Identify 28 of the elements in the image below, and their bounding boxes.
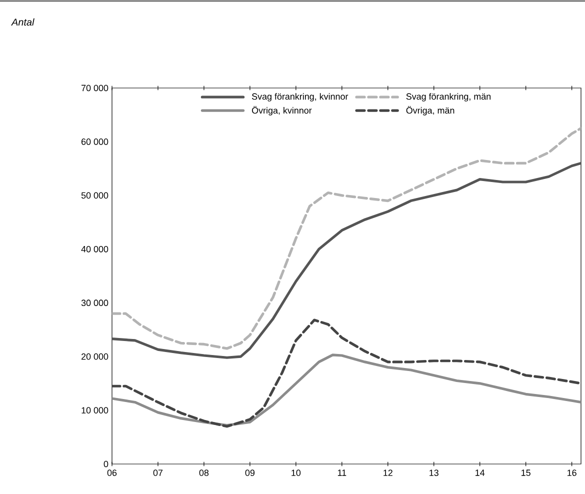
x-tick-label: 09	[245, 470, 255, 476]
y-tick-label: 40 000	[81, 246, 108, 252]
legend-label: Övriga, kvinnor	[252, 106, 312, 116]
x-tick-label: 13	[430, 470, 438, 476]
line-series	[112, 162, 582, 359]
line-series	[112, 318, 582, 428]
line-series	[112, 126, 582, 350]
x-tick-label: 07	[153, 470, 163, 476]
legend-label: Övriga, män	[406, 106, 454, 116]
y-tick-label: 0	[104, 460, 108, 468]
line-series	[112, 354, 582, 427]
x-tick-label: 15	[522, 470, 530, 476]
y-tick-label: 30 000	[81, 300, 108, 306]
y-tick-label: 20 000	[82, 353, 108, 360]
text: Antal	[11, 18, 34, 26]
x-tick-label: 10	[292, 470, 301, 476]
y-tick-label: 10 000	[82, 407, 108, 414]
y-tick-label: 70 000	[82, 84, 108, 92]
x-tick-label: 08	[199, 470, 209, 476]
legend-label: Svag förankring, kvinnor	[252, 93, 348, 102]
x-tick-label: 16	[568, 470, 576, 476]
x-tick-label: 11	[338, 470, 346, 476]
x-tick-label: 14	[476, 470, 485, 476]
x-tick-label: 06	[107, 470, 117, 476]
y-tick-label: 50 000	[81, 192, 108, 199]
legend-label: Svag förankring, män	[406, 93, 491, 102]
x-tick-label: 12	[384, 470, 392, 476]
y-tick-label: 60 000	[82, 138, 108, 145]
